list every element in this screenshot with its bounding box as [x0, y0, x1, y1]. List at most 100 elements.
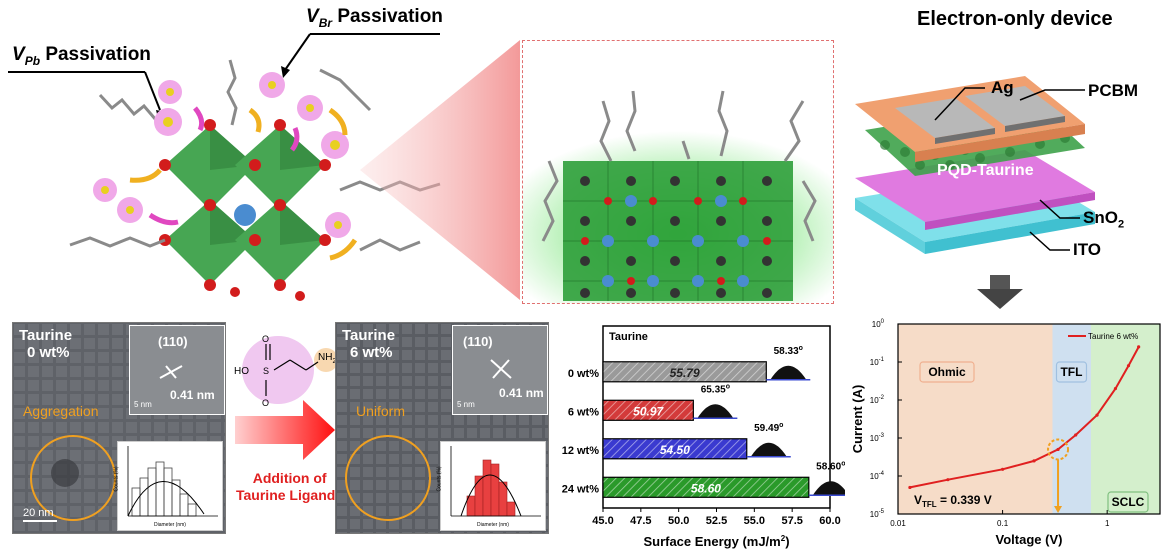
vpb-passivation-label: VPb Passivation: [12, 44, 151, 68]
region-label: SCLC: [1112, 495, 1145, 509]
device-stack: Ag PCBM PQD-Taurine SnO2 ITO: [845, 40, 1165, 270]
x-label-sup: 2: [781, 534, 786, 543]
legend-label: Taurine 6 wt%: [1088, 332, 1138, 341]
vtfl-arrow-icon: [1054, 506, 1063, 513]
molecule-ho: HO: [234, 366, 249, 377]
bar-value-label: 58.60: [691, 481, 721, 495]
iv-point: [1056, 447, 1060, 452]
bar-value-label: 50.97: [633, 404, 664, 418]
x-tick-label: 55.0: [744, 515, 765, 527]
surface-energy-chart: Taurine 55.79 0 wt% 58.33o 50.97 6 wt% 65.35o 5…: [555, 318, 853, 554]
bar: [602, 438, 748, 460]
y-tick-exp: -4: [879, 471, 885, 477]
layer-ito: ITO: [1073, 240, 1102, 259]
y-tick-label: 10-3: [870, 433, 885, 443]
y-tick-label: 10-1: [870, 357, 885, 367]
hist-ylabel: Counts (%): [436, 466, 443, 492]
layer-pqd: PQD-Taurine: [937, 162, 1034, 179]
region-label: Ohmic: [928, 365, 966, 379]
size-histogram-0wt: Counts (%) Diameter (nm): [113, 441, 223, 531]
droplet-icon: [750, 442, 787, 457]
bar-category-label: 24 wt%: [562, 483, 600, 495]
spacing-label: 0.41 nm: [499, 386, 544, 400]
region-label-box: [919, 361, 975, 383]
bar-category-label: 12 wt%: [562, 445, 600, 457]
iv-point: [946, 478, 950, 482]
layer-sno2: SnO2: [1083, 208, 1125, 231]
svg-text:O: O: [262, 398, 269, 408]
zoom-beam: [360, 30, 530, 310]
iv-x-axis-label: Voltage (V): [996, 532, 1063, 547]
plane-label: (110): [463, 334, 493, 349]
iv-curve: [909, 346, 1140, 489]
sclc-region: [1090, 324, 1160, 514]
svg-text:O: O: [262, 334, 269, 344]
x-tick-label: 45.0: [592, 515, 613, 527]
iv-point: [1113, 386, 1118, 391]
vbr-passivation-label: VBr Passivation: [306, 6, 443, 30]
contact-angle-label: 65.35o: [701, 383, 730, 395]
iv-point: [1137, 345, 1141, 349]
bar-value-label: 54.50: [660, 443, 690, 457]
degree-sign: o: [726, 383, 730, 390]
x-tick-label: 0.01: [890, 519, 906, 528]
iv-plot-frame: [897, 323, 1161, 515]
droplet-icon: [770, 365, 807, 380]
inset-scale: 5 nm: [457, 400, 475, 409]
tem-state-label: Uniform: [356, 403, 406, 419]
hist-xlabel: Diameter (nm): [154, 522, 186, 528]
degree-sign: o: [841, 460, 845, 467]
inset-scale: 5 nm: [134, 400, 152, 409]
iv-point: [1074, 433, 1078, 437]
x-tick-label: 47.5: [630, 515, 651, 527]
y-tick-label: 10-2: [870, 395, 885, 405]
size-histogram-6wt: Counts (%) Diameter (nm): [436, 441, 546, 531]
droplet-icon: [697, 404, 734, 419]
iv-y-axis-label: Current (A): [850, 385, 865, 454]
hist-xlabel: Diameter (nm): [477, 522, 509, 528]
bar: [602, 476, 810, 498]
vtfl-value: = 0.339 V: [937, 493, 992, 507]
svg-text:S: S: [263, 366, 269, 376]
x-tick-label: 0.1: [997, 519, 1009, 528]
hrtem-inset: (110) 0.41 nm 5 nm: [452, 325, 548, 415]
zoom-panel: [522, 40, 834, 304]
y-tick-exp: -3: [879, 433, 885, 439]
taurine-molecule: O O S HO NH2: [228, 330, 338, 410]
bar-category-label: 0 wt%: [568, 368, 599, 380]
iv-point: [1000, 467, 1005, 471]
spacing-label: 0.41 nm: [170, 388, 215, 402]
degree-sign: o: [799, 345, 803, 352]
y-tick-exp: -1: [879, 357, 885, 363]
bar-x-axis-label: Surface Energy (mJ/m2): [643, 534, 789, 549]
layer-pcbm: PCBM: [1088, 81, 1139, 100]
x-tick-label: 57.5: [781, 515, 802, 527]
x-tick-label: 52.5: [706, 515, 727, 527]
region-label-box: [1107, 491, 1149, 513]
tem-scale-bar: 20 nm: [23, 507, 57, 522]
tem-image-6wt: Taurine 6 wt% Uniform (110) 0.41 nm 5 nm…: [335, 322, 549, 534]
x-tick-label: 1: [1105, 519, 1110, 528]
region-label: TFL: [1060, 365, 1082, 379]
tem-label-sample: Taurine 0 wt%: [19, 327, 73, 361]
contact-angle-label: 59.49o: [754, 422, 783, 434]
iv-point: [1032, 459, 1036, 463]
iv-point: [1095, 413, 1099, 417]
x-label-end: ): [785, 534, 789, 549]
down-arrow-icon: [975, 275, 1025, 309]
hist-ylabel: Counts (%): [113, 466, 120, 492]
y-tick-exp: 0: [881, 319, 885, 325]
y-tick-exp: -5: [879, 509, 885, 515]
iv-point: [1126, 364, 1131, 368]
layer-ag: Ag: [991, 78, 1014, 97]
bar-value-label: 55.79: [670, 366, 700, 380]
y-tick-label: 10-5: [870, 509, 885, 519]
passivation-illustration: VPb Passivation VBr Passivation: [0, 0, 470, 310]
tem-state-label: Aggregation: [23, 403, 99, 419]
molecule-nh2: NH2: [318, 352, 336, 365]
region-label-box: [1055, 361, 1088, 383]
bar: [602, 399, 694, 421]
vtfl-sub: TFL: [922, 500, 937, 509]
addition-arrow-icon: [235, 400, 335, 460]
addition-text: Addition of Taurine Ligand: [236, 470, 336, 503]
